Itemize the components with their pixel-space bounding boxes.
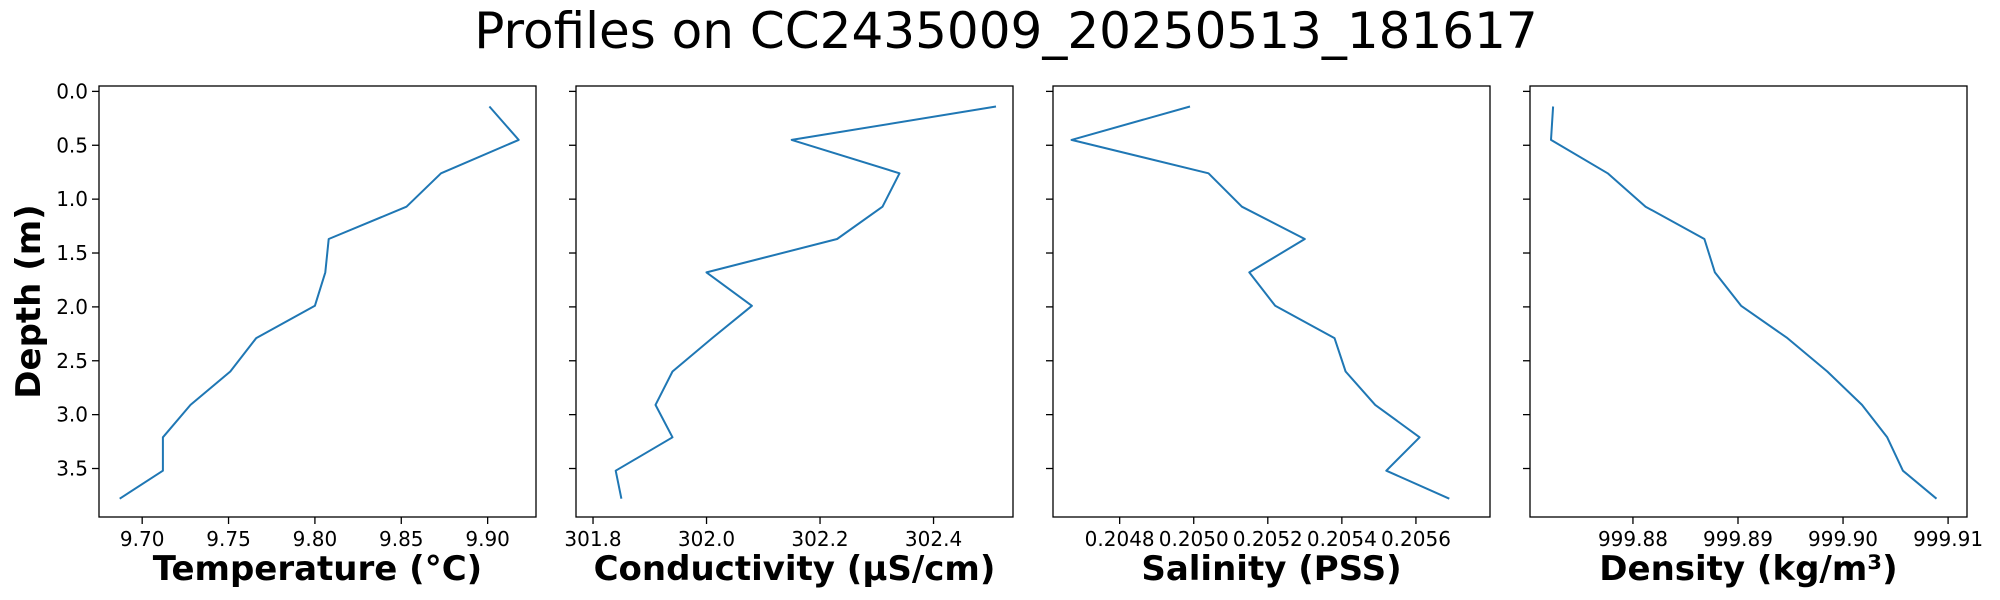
x-axis-label: Temperature (°C) bbox=[153, 549, 482, 589]
x-tick-label: 301.8 bbox=[564, 527, 621, 551]
panel-1: 9.70 9.75 9.80 9.85 9.90 0.0 0.5 1.0 1.5 2.0 2.5 3.… bbox=[9, 79, 537, 589]
x-tick-label: 999.91 bbox=[1913, 527, 1983, 551]
x-tick-label: 999.90 bbox=[1808, 527, 1878, 551]
x-tick-label: 9.90 bbox=[465, 527, 510, 551]
x-tick-label: 0.2052 bbox=[1233, 527, 1303, 551]
x-tick-label: 999.88 bbox=[1598, 527, 1668, 551]
y-tick-label: 3.0 bbox=[56, 403, 88, 427]
y-tick-label: 1.0 bbox=[56, 187, 88, 211]
series-line bbox=[614, 105, 997, 499]
x-tick-label: 0.2050 bbox=[1159, 527, 1229, 551]
plot-frame bbox=[575, 85, 1014, 518]
plot-frame bbox=[1529, 85, 1968, 518]
x-axis-label: Density (kg/m³) bbox=[1599, 549, 1897, 589]
y-axis-label: Depth (m) bbox=[9, 204, 49, 398]
x-tick-label: 302.0 bbox=[678, 527, 735, 551]
y-tick-label: 1.5 bbox=[56, 241, 88, 265]
series-line bbox=[1070, 105, 1450, 500]
y-tick-label: 3.5 bbox=[56, 457, 88, 481]
y-tick-label: 2.5 bbox=[56, 349, 88, 373]
series-line bbox=[1550, 106, 1938, 500]
x-tick-label: 0.2056 bbox=[1381, 527, 1451, 551]
x-tick-label: 999.89 bbox=[1703, 527, 1773, 551]
x-tick-label: 0.2054 bbox=[1307, 527, 1377, 551]
series-line bbox=[119, 105, 520, 500]
y-tick-label: 0.0 bbox=[56, 79, 88, 103]
x-tick-label: 0.2048 bbox=[1085, 527, 1155, 551]
x-tick-label: 302.4 bbox=[905, 527, 962, 551]
x-tick-label: 9.70 bbox=[120, 527, 165, 551]
x-tick-label: 9.80 bbox=[293, 527, 338, 551]
plot-frame bbox=[1052, 85, 1491, 518]
x-tick-label: 9.85 bbox=[379, 527, 424, 551]
x-tick-label: 302.2 bbox=[791, 527, 848, 551]
y-tick-label: 2.0 bbox=[56, 295, 88, 319]
x-tick-label: 9.75 bbox=[206, 527, 251, 551]
figure-title: Profiles on CC2435009_20250513_181617 bbox=[474, 2, 1537, 60]
panel-4: 999.88 999.89 999.90 999.91 Density (kg/m³) bbox=[1523, 85, 1983, 589]
y-tick-label: 0.5 bbox=[56, 133, 88, 157]
x-axis-label: Conductivity (µS/cm) bbox=[594, 549, 996, 589]
x-axis-label: Salinity (PSS) bbox=[1141, 549, 1401, 589]
plot-frame bbox=[98, 85, 537, 518]
